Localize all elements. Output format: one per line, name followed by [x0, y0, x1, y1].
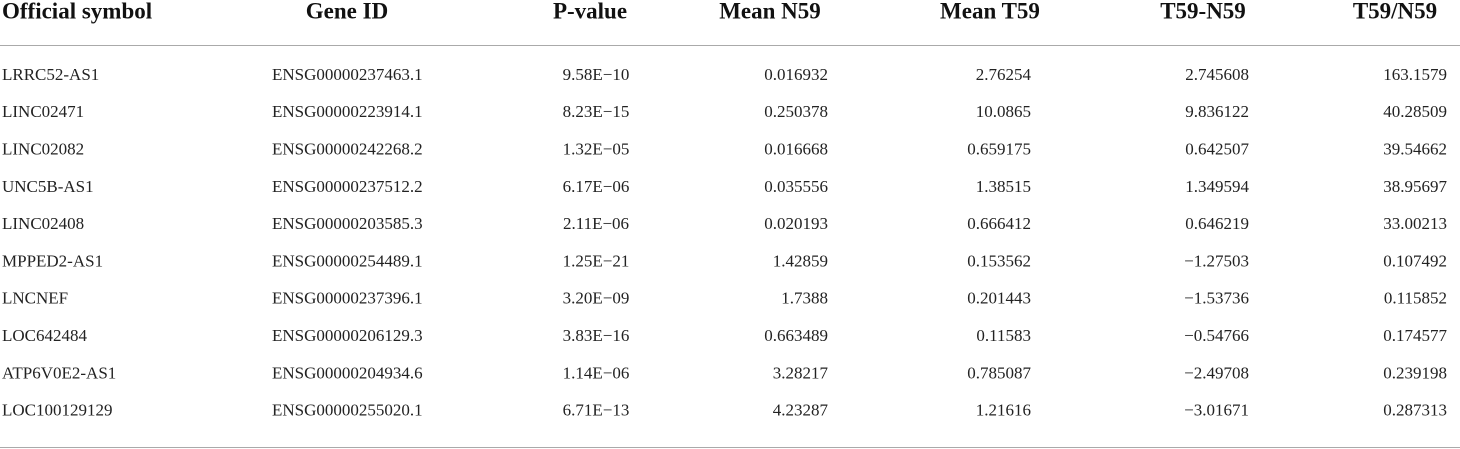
table-cell: 0.016932	[764, 65, 828, 84]
table-cell: 1.349594	[1185, 177, 1249, 196]
table-cell: 8.23E−15	[563, 102, 630, 121]
table-cell: LRRC52-AS1	[2, 65, 99, 84]
table-cell: LINC02471	[2, 102, 84, 121]
column-header: Gene ID	[306, 0, 388, 23]
table-cell: 0.016668	[764, 140, 828, 159]
table-cell: 4.23287	[773, 401, 829, 420]
table-cell: −1.53736	[1184, 289, 1249, 308]
table-cell: 0.663489	[764, 326, 828, 345]
table-cell: 33.00213	[1383, 214, 1447, 233]
table-cell: ENSG00000237396.1	[272, 289, 423, 308]
table-cell: ENSG00000255020.1	[272, 401, 423, 420]
table-cell: 1.7388	[781, 289, 828, 308]
table-cell: 38.95697	[1383, 177, 1447, 196]
table-cell: 0.666412	[967, 214, 1031, 233]
table-cell: ENSG00000223914.1	[272, 102, 423, 121]
table-cell: ENSG00000203585.3	[272, 214, 423, 233]
table-cell: 0.642507	[1185, 140, 1249, 159]
table-cell: 0.250378	[764, 102, 828, 121]
table-cell: −2.49708	[1184, 363, 1249, 382]
table-cell: LINC02408	[2, 214, 84, 233]
column-header: Mean N59	[719, 0, 821, 23]
column-header: T59/N59	[1353, 0, 1437, 23]
table-cell: 0.153562	[967, 251, 1031, 270]
table-cell: 3.20E−09	[563, 289, 630, 308]
table-cell: LOC642484	[2, 326, 88, 345]
table-cell: 2.11E−06	[563, 214, 629, 233]
table-cell: 0.11583	[976, 326, 1031, 345]
table-cell: 9.836122	[1185, 102, 1249, 121]
table-cell: 2.76254	[976, 65, 1032, 84]
table-cell: 0.035556	[764, 177, 828, 196]
table-cell: ENSG00000206129.3	[272, 326, 423, 345]
table-cell: 1.25E−21	[563, 251, 630, 270]
table-cell: 1.14E−06	[563, 363, 630, 382]
table-cell: ENSG00000237512.2	[272, 177, 423, 196]
table-cell: 0.646219	[1185, 214, 1249, 233]
column-header: Official symbol	[2, 0, 152, 23]
table-cell: −1.27503	[1184, 251, 1249, 270]
table-cell: MPPED2-AS1	[2, 251, 103, 270]
table-cell: 0.785087	[967, 363, 1031, 382]
table-cell: LOC100129129	[2, 401, 113, 420]
table-cell: 10.0865	[976, 102, 1031, 121]
table-cell: 3.83E−16	[563, 326, 630, 345]
table-cell: 1.32E−05	[563, 140, 630, 159]
table-cell: ENSG00000237463.1	[272, 65, 423, 84]
table-cell: 0.287313	[1383, 401, 1447, 420]
table-cell: 0.201443	[967, 289, 1031, 308]
table-cell: −3.01671	[1184, 401, 1249, 420]
table-cell: 0.239198	[1383, 363, 1447, 382]
table-cell: 1.42859	[773, 251, 828, 270]
column-header: T59-N59	[1160, 0, 1246, 23]
table-cell: 9.58E−10	[563, 65, 630, 84]
column-header: P-value	[553, 0, 627, 23]
table-cell: −0.54766	[1184, 326, 1249, 345]
table-cell: 163.1579	[1383, 65, 1447, 84]
table-cell: 0.115852	[1384, 289, 1447, 308]
table-cell: ENSG00000242268.2	[272, 140, 423, 159]
table-cell: 0.174577	[1383, 326, 1447, 345]
table-cell: ENSG00000204934.6	[272, 363, 423, 382]
table-cell: LNCNEF	[2, 289, 68, 308]
table-cell: 39.54662	[1383, 140, 1447, 159]
table-cell: 0.107492	[1383, 251, 1447, 270]
table-cell: ATP6V0E2-AS1	[2, 363, 116, 382]
table-cell: UNC5B-AS1	[2, 177, 94, 196]
table-cell: 6.17E−06	[563, 177, 630, 196]
table-cell: 1.38515	[976, 177, 1031, 196]
table-cell: 6.71E−13	[563, 401, 630, 420]
table-cell: 1.21616	[976, 401, 1031, 420]
table-cell: 0.020193	[764, 214, 828, 233]
table-cell: 40.28509	[1383, 102, 1447, 121]
table-cell: 0.659175	[967, 140, 1031, 159]
table-cell: 3.28217	[773, 363, 829, 382]
table-cell: ENSG00000254489.1	[272, 251, 423, 270]
table-cell: 2.745608	[1185, 65, 1249, 84]
column-header: Mean T59	[940, 0, 1040, 23]
table-cell: LINC02082	[2, 140, 84, 159]
